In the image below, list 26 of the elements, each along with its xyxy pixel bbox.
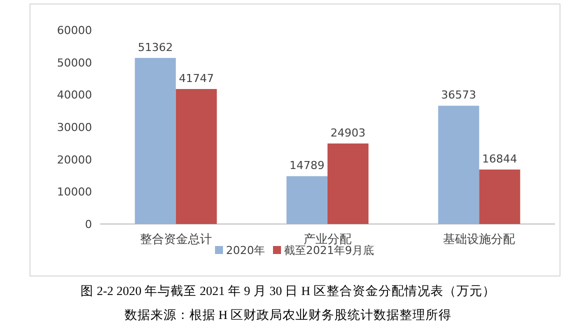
- data-label: 14789: [290, 159, 324, 172]
- bar: [134, 58, 176, 224]
- bar: [479, 170, 520, 224]
- data-label: 36573: [441, 88, 476, 102]
- legend-label: 2020年: [226, 244, 265, 257]
- x-tick-label: 产业分配: [304, 232, 352, 246]
- bar: [176, 89, 217, 224]
- bar: [328, 143, 368, 224]
- bar: [438, 106, 480, 224]
- caption: 图 2-2 2020 年与截至 2021 年 9 月 30 日 H 区整合资金分配情况表（万元）: [80, 284, 496, 298]
- y-tick-label: 0: [85, 218, 92, 231]
- data-label: 51362: [138, 40, 173, 54]
- y-tick-label: 20000: [57, 153, 92, 166]
- bar: [286, 176, 328, 224]
- x-tick-label: 基础设施分配: [443, 232, 516, 246]
- data-label: 41747: [178, 72, 214, 86]
- y-tick-label: 50000: [57, 56, 92, 70]
- data-label: 24903: [330, 126, 366, 140]
- legend-label: 截至2021年9月底: [284, 244, 374, 257]
- y-tick-label: 30000: [57, 121, 92, 134]
- data-label: 16844: [482, 152, 518, 166]
- x-tick-label: 整合资金总计: [140, 232, 212, 246]
- y-tick-label: 60000: [57, 24, 92, 37]
- y-tick-label: 10000: [57, 186, 92, 199]
- y-tick-label: 40000: [57, 88, 92, 102]
- source-note: 数据来源：根据 H 区财政局农业财务股统计数据整理所得: [124, 308, 452, 322]
